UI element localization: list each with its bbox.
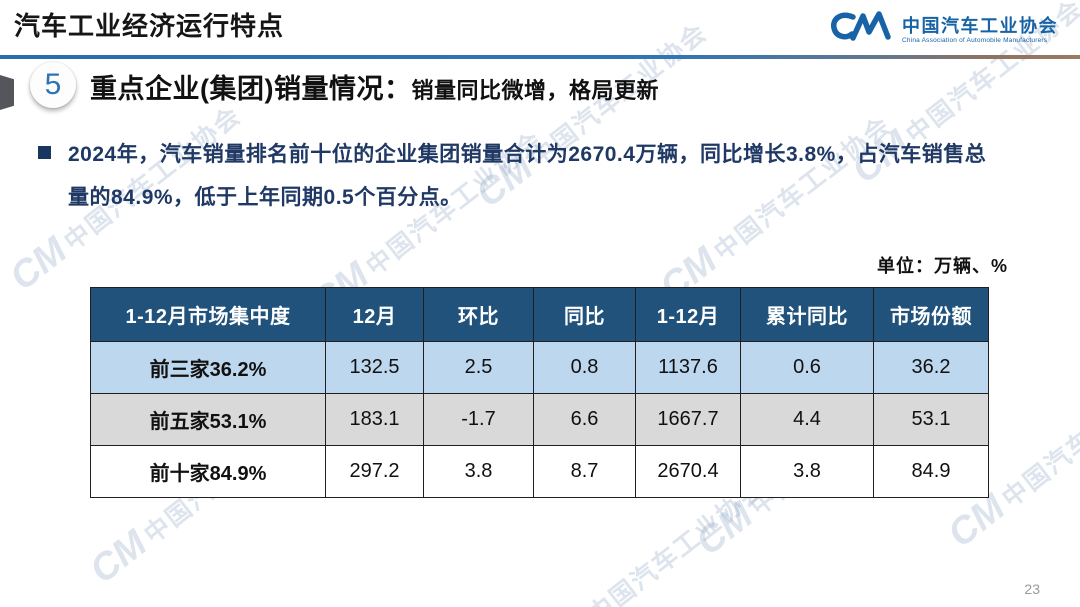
org-name-en: China Association of Automobile Manufact… (902, 36, 1048, 44)
table-cell: 84.9 (873, 445, 989, 498)
table-header-cell: 1-12月市场集中度 (90, 287, 326, 342)
table-header-cell: 累计同比 (740, 287, 874, 342)
table-row: 前十家84.9% 297.2 3.8 8.7 2670.4 3.8 84.9 (90, 445, 989, 498)
page-title: 汽车工业经济运行特点 (14, 11, 285, 41)
section-heading-main: 重点企业(集团)销量情况： (90, 74, 412, 104)
table-cell: 53.1 (873, 393, 989, 446)
table-cell: -1.7 (423, 393, 534, 446)
bullet-text-line-1: 2024年，汽车销量排名前十位的企业集团销量合计为2670.4万辆，同比增长3.… (68, 143, 987, 166)
section-number: 5 (44, 68, 62, 101)
table-row-label: 前十家84.9% (90, 445, 326, 498)
table-header-cell: 环比 (423, 287, 534, 342)
table-cell: 4.4 (740, 393, 874, 446)
table-cell: 0.6 (740, 341, 874, 394)
section-heading-sub: 销量同比微增，格局更新 (411, 78, 659, 103)
table-header-cell: 12月 (325, 287, 424, 342)
market-concentration-table: 1-12月市场集中度 12月 环比 同比 1-12月 累计同比 市场份额 前三家… (90, 287, 989, 498)
bullet-paragraph: 2024年，汽车销量排名前十位的企业集团销量合计为2670.4万辆，同比增长3.… (38, 133, 1048, 219)
table-cell: 8.7 (533, 445, 636, 498)
bullet-line: 2024年，汽车销量排名前十位的企业集团销量合计为2670.4万辆，同比增长3.… (38, 133, 1048, 176)
table-cell: 297.2 (325, 445, 424, 498)
table-cell: 3.8 (740, 445, 874, 498)
section-heading: 重点企业(集团)销量情况：销量同比微增，格局更新 (90, 67, 659, 106)
table-cell: 183.1 (325, 393, 424, 446)
table-cell: 2.5 (423, 341, 534, 394)
table-cell: 1667.7 (635, 393, 741, 446)
table-cell: 132.5 (325, 341, 424, 394)
table-row-label: 前五家53.1% (90, 393, 326, 446)
table-row: 前五家53.1% 183.1 -1.7 6.6 1667.7 4.4 53.1 (90, 393, 989, 446)
table-header-row: 1-12月市场集中度 12月 环比 同比 1-12月 累计同比 市场份额 (90, 287, 989, 342)
table-cell: 1137.6 (635, 341, 741, 394)
bullet-text-line-2: 量的84.9%，低于上年同期0.5个百分点。 (68, 186, 462, 209)
table-cell: 2670.4 (635, 445, 741, 498)
bullet-square-icon (38, 146, 51, 159)
table-header-cell: 市场份额 (873, 287, 989, 342)
page-number: 23 (1024, 581, 1040, 597)
unit-label: 单位：万辆、% (876, 256, 1008, 276)
table-cell: 3.8 (423, 445, 534, 498)
section-number-badge: 5 (30, 62, 76, 108)
table-header-cell: 1-12月 (635, 287, 741, 342)
header-divider (0, 55, 1080, 59)
cma-logo-text: 中国汽车工业协会 China Association of Automobile… (902, 16, 1058, 44)
table-row: 前三家36.2% 132.5 2.5 0.8 1137.6 0.6 36.2 (90, 341, 989, 394)
cma-logo-icon (829, 9, 893, 50)
ribbon-end-decoration (0, 75, 14, 110)
org-name-cn: 中国汽车工业协会 (902, 15, 1058, 36)
table-cell: 0.8 (533, 341, 636, 394)
table-header-cell: 同比 (533, 287, 636, 342)
cma-logo: 中国汽车工业协会 China Association of Automobile… (829, 9, 1058, 50)
bullet-line: 量的84.9%，低于上年同期0.5个百分点。 (38, 176, 1048, 219)
table-cell: 6.6 (533, 393, 636, 446)
table-row-label: 前三家36.2% (90, 341, 326, 394)
table-cell: 36.2 (873, 341, 989, 394)
